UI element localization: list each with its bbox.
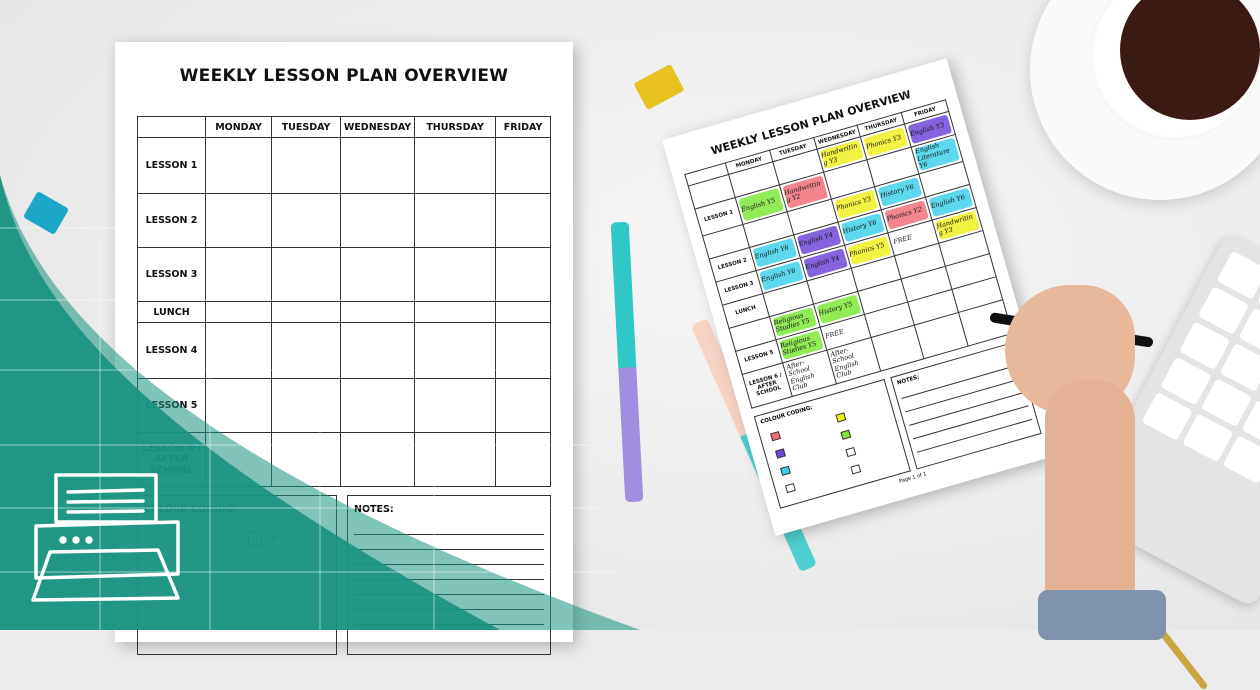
lesson-entry: [949, 263, 993, 279]
row-label: LESSON 4: [137, 322, 206, 379]
lesson-entry: [861, 288, 905, 304]
lesson-entry: [854, 265, 898, 281]
colour-coding-label: COLOUR CODING:: [759, 404, 814, 426]
day-header: TUESDAY: [271, 116, 342, 138]
row-label: LESSON 5: [137, 378, 206, 433]
lesson-entry: [827, 171, 871, 187]
lesson-entry: [955, 286, 999, 302]
day-header: FRIDAY: [495, 116, 551, 138]
printer-icon: [31, 473, 180, 602]
sleeve: [1038, 590, 1166, 640]
lesson-entry: [875, 340, 919, 356]
day-header: THURSDAY: [414, 116, 497, 138]
lesson-entry: [898, 252, 942, 268]
row-label: LESSON 2: [137, 193, 206, 248]
lesson-entry: [871, 158, 915, 174]
day-header: MONDAY: [204, 116, 273, 138]
lesson-entry: [732, 172, 776, 188]
lesson-plan-table: MONDAY TUESDAY WEDNESDAY THURSDAY FRIDAY…: [137, 116, 551, 487]
notes-label: NOTES:: [354, 504, 394, 515]
lesson-entry: [746, 221, 790, 237]
row-label: LESSON 3: [137, 247, 206, 302]
sheet-title: WEEKLY LESSON PLAN OVERVIEW: [179, 66, 509, 86]
lesson-entry: [790, 208, 834, 224]
day-header: WEDNESDAY: [340, 116, 416, 138]
row-label: LUNCH: [137, 301, 206, 323]
lesson-entry: [911, 299, 955, 315]
lesson-entry: [867, 311, 911, 327]
lesson-entry: [810, 278, 854, 294]
lesson-entry: [922, 171, 966, 187]
swatch-equals: =: [270, 534, 278, 544]
lesson-entry: [942, 240, 986, 256]
lesson-entry: [905, 276, 949, 292]
notes-box: NOTES:: [347, 495, 551, 655]
lesson-entry: [766, 290, 810, 306]
lesson-entry: [776, 159, 820, 175]
coffee-cup: [1030, 0, 1260, 200]
notes-label: NOTES:: [896, 373, 921, 386]
lesson-entry: [919, 327, 963, 343]
row-label: LESSON 1: [137, 137, 206, 194]
